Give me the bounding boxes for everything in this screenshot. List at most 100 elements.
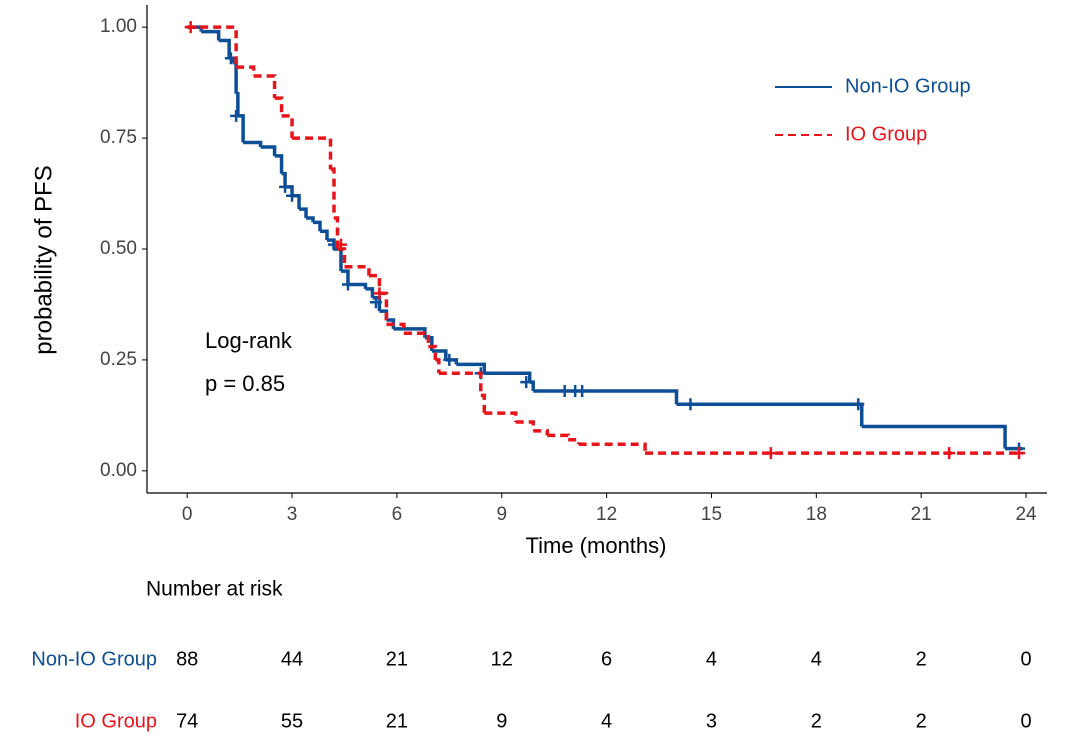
step [386, 322, 406, 334]
censor-mark [341, 278, 354, 291]
step [187, 25, 238, 68]
step [292, 136, 333, 170]
risk-count: 44 [281, 648, 303, 670]
step [368, 273, 382, 294]
step [218, 38, 231, 59]
censor-mark [279, 180, 292, 193]
censor-mark [184, 21, 197, 34]
risk-count: 2 [916, 648, 927, 670]
step [281, 114, 294, 139]
risk-count: 88 [176, 648, 198, 670]
x-axis-label: Time (months) [526, 533, 667, 558]
risk-table-title: Number at risk [146, 578, 283, 601]
risk-count: 12 [491, 648, 513, 670]
x-tick-label: 15 [701, 504, 722, 525]
y-axis-label: probability of PFS [30, 165, 57, 354]
censor-mark [764, 447, 777, 460]
x-tick-label: 21 [911, 504, 932, 525]
step [456, 362, 487, 374]
x-tick-label: 12 [596, 504, 617, 525]
x-tick-label: 24 [1015, 504, 1037, 525]
step [232, 60, 238, 94]
risk-count: 4 [811, 648, 822, 670]
legend-label: Non-IO Group [845, 75, 971, 97]
step [403, 331, 431, 347]
censor-mark [1013, 447, 1026, 460]
step [533, 389, 679, 405]
risk-count: 2 [811, 710, 822, 732]
censor-mark [684, 398, 697, 411]
y-tick-label: 1.00 [100, 16, 137, 37]
step [438, 371, 483, 396]
step [484, 411, 518, 423]
risk-count: 3 [706, 710, 717, 732]
censor-mark [443, 353, 456, 366]
risk-count: 55 [281, 710, 303, 732]
step [365, 287, 375, 298]
legend-label: IO Group [845, 123, 927, 145]
step [533, 429, 549, 436]
step [330, 167, 336, 218]
censor-mark [230, 109, 243, 122]
annotation: p = 0.85 [205, 371, 285, 396]
step [274, 96, 284, 116]
censor-mark [373, 287, 386, 300]
x-tick-label: 18 [806, 504, 827, 525]
step [861, 424, 1007, 449]
risk-row-label: Non-IO Group [31, 648, 157, 670]
step [320, 229, 329, 241]
censor-mark [943, 447, 956, 460]
step [484, 371, 532, 383]
y-tick-label: 0.25 [100, 349, 137, 370]
step [253, 74, 277, 99]
censor-mark [520, 376, 533, 389]
step [568, 438, 581, 445]
step [431, 349, 448, 360]
step [515, 420, 535, 431]
step [676, 402, 864, 427]
step [299, 207, 308, 218]
step [333, 216, 340, 249]
step [306, 216, 315, 223]
step [236, 65, 256, 76]
step [260, 145, 277, 156]
x-tick-label: 9 [496, 504, 507, 525]
risk-row-label: IO Group [75, 710, 157, 732]
y-tick-label: 0.00 [100, 460, 137, 481]
step [333, 247, 343, 272]
risk-count: 4 [601, 710, 612, 732]
x-tick-label: 3 [287, 504, 298, 525]
step [428, 344, 438, 360]
x-tick-label: 0 [182, 504, 193, 525]
step [435, 358, 441, 374]
censor-mark [558, 384, 571, 397]
y-tick-label: 0.50 [100, 238, 137, 259]
step [274, 154, 284, 174]
risk-count: 2 [916, 710, 927, 732]
step [236, 91, 240, 116]
step [201, 29, 221, 41]
step [578, 442, 647, 454]
step [529, 380, 535, 391]
annotation: Log-rank [205, 328, 293, 353]
censor-mark [286, 189, 299, 202]
risk-count: 6 [601, 648, 612, 670]
step [243, 140, 263, 147]
censor-mark [576, 384, 589, 397]
censor-mark [852, 398, 865, 411]
step [313, 220, 322, 232]
y-tick-label: 0.75 [100, 127, 137, 148]
step [480, 393, 487, 414]
risk-count: 74 [176, 710, 198, 732]
risk-count: 4 [706, 648, 717, 670]
risk-count: 21 [386, 648, 408, 670]
risk-count: 0 [1020, 648, 1031, 670]
step [547, 433, 570, 440]
censor-mark [334, 238, 347, 251]
risk-count: 21 [386, 710, 408, 732]
censor-mark [369, 296, 382, 309]
step [344, 264, 371, 276]
risk-count: 9 [496, 710, 507, 732]
step [237, 114, 245, 143]
